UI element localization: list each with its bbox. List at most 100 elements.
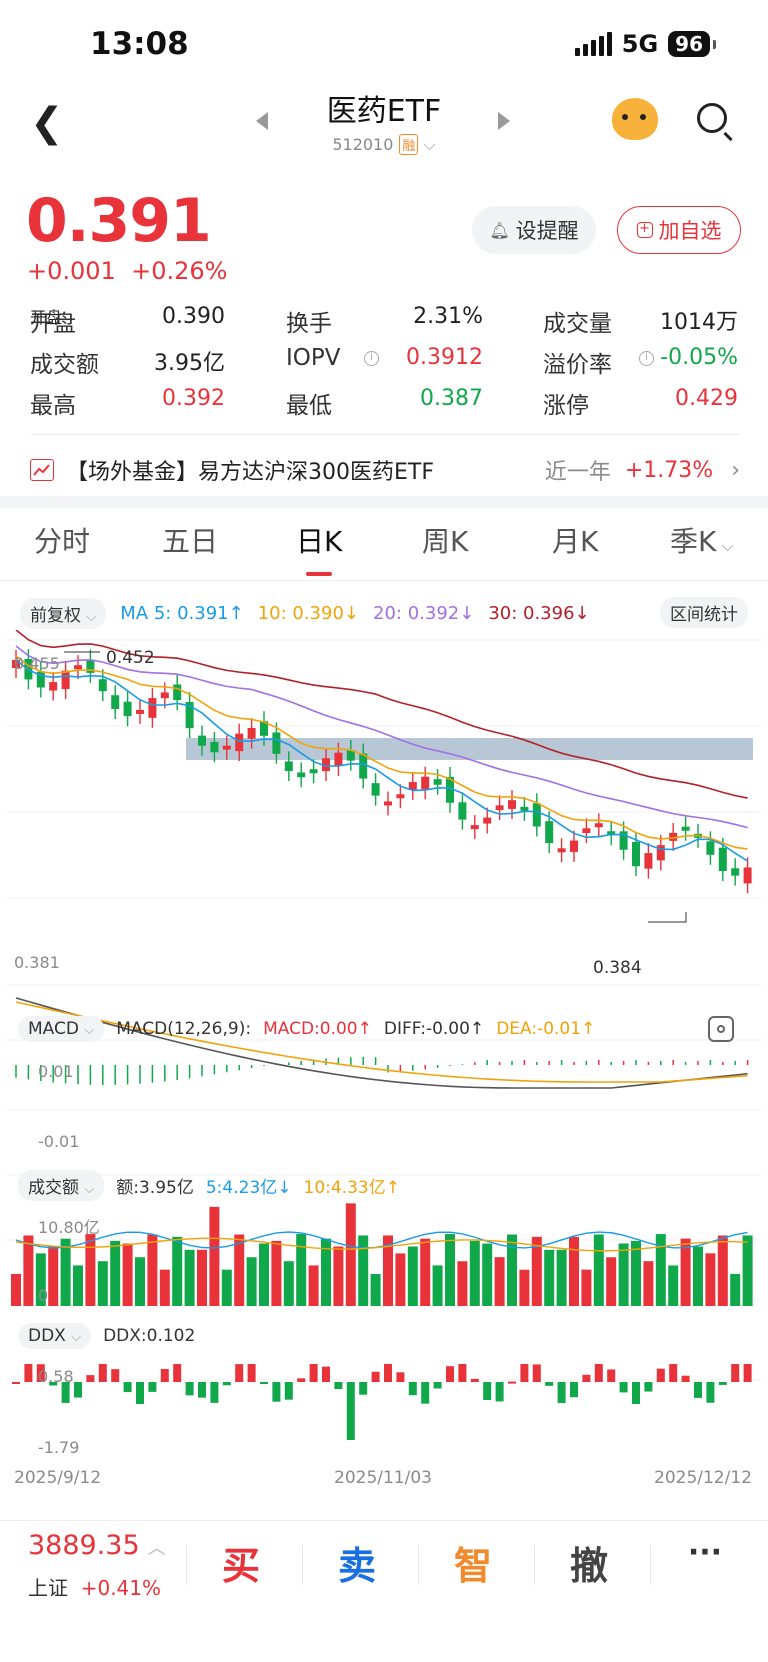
more-icon[interactable]: ··· [687,1535,723,1570]
candle [632,841,640,867]
candle [235,733,244,752]
dea-value: DEA:-0.01↑ [496,1019,596,1039]
candle [36,671,45,688]
ddx-bar [644,1382,653,1392]
sell-button[interactable]: 卖 [337,1544,376,1588]
ma30-line [15,630,748,799]
volume-bar [85,1234,96,1306]
ddx-bar [247,1364,256,1382]
volume-bar [705,1253,716,1306]
volume-bar [358,1235,369,1306]
volume-bar [445,1234,455,1306]
stat-value: 3.95亿 [154,351,225,376]
candle [111,695,120,710]
buy-button[interactable]: 买 [221,1544,260,1588]
fund-period: 近一年 [544,460,611,485]
stat-label: 涨停 [543,393,589,419]
margin-badge: 融 [399,134,419,155]
section-gap [0,496,768,508]
divider [0,580,768,581]
otc-fund-row[interactable]: 【场外基金】易方达沪深300医药ETF 近一年 +1.73% › [30,450,740,490]
ddx-selector[interactable]: DDX ⌵ [18,1323,92,1349]
tab-quarterly-k[interactable]: 季K ⌵ [670,525,734,558]
stock-code-row[interactable]: 512010 融 ⌵ [0,134,768,155]
prev-stock-icon[interactable] [256,112,268,130]
info-icon[interactable]: i [364,351,379,366]
candle [12,660,20,668]
ddx-bar [632,1382,640,1404]
settings-icon[interactable] [708,1016,734,1042]
info-icon[interactable]: i [639,351,654,366]
ma10-line [15,655,748,850]
candle [98,679,107,692]
dea-line [15,1001,748,1083]
volume-bar [234,1234,245,1306]
volume-bar [655,1234,666,1306]
next-stock-icon[interactable] [498,112,510,130]
candle [173,684,182,701]
range-stats-button[interactable]: 区间统计 [660,597,748,628]
volume-bar [494,1257,505,1306]
back-icon[interactable]: ❮ [30,100,64,146]
ddx-bar [384,1364,392,1382]
volume-bar [544,1249,555,1306]
candle [74,665,82,670]
stat-value: 0.429 [675,386,738,411]
volume-bottom-label: 0 [38,1286,49,1305]
volume-bar [11,1274,21,1306]
tab-monthly-k[interactable]: 月K [552,525,599,558]
ddx-bar [619,1382,628,1393]
diff-line [15,997,748,1089]
volume-selector[interactable]: 成交额 ⌵ [18,1170,105,1201]
candle [656,845,665,861]
candle [681,826,690,831]
candle [594,823,603,828]
candle [136,709,144,714]
volume-bar [383,1235,393,1306]
macd-selector[interactable]: MACD ⌵ [18,1016,105,1042]
ddx-bar [346,1382,355,1440]
kline-chart-area[interactable] [0,630,768,1485]
ma-legend: 前复权 ⌵ MA 5: 0.391↑ 10: 0.390↓ 20: 0.392↓… [20,598,590,629]
tab-five-day[interactable]: 五日 [162,525,219,558]
ddx-bar [532,1364,541,1382]
volume-bar [23,1235,34,1306]
candle [272,732,281,754]
current-price: 0.391 [26,186,212,256]
tab-weekly-k[interactable]: 周K [422,525,469,558]
ddx-bar [582,1374,591,1382]
ddx-bar [359,1382,368,1395]
ddx-bottom-label: -1.79 [38,1438,80,1457]
smart-button[interactable]: 智 [453,1544,492,1588]
volume-bar [606,1257,617,1306]
tab-intraday[interactable]: 分时 [34,525,91,558]
add-watchlist-button[interactable]: + 加自选 [617,206,741,254]
search-icon[interactable] [697,103,727,133]
stat-value: -0.05% [660,345,738,370]
ddx-bar [49,1382,58,1386]
ma20-line [15,645,748,829]
ddx-bar [86,1375,95,1382]
ddx-bar [136,1382,144,1404]
index-value[interactable]: 3889.35 ︿ [28,1530,166,1561]
ma30-value: 30: 0.396↓ [488,603,590,624]
cancel-order-button[interactable]: 撤 [569,1544,608,1588]
candle [247,728,256,739]
ddx-bar [508,1381,516,1384]
ddx-bar [322,1366,330,1382]
adjust-selector[interactable]: 前复权 ⌵ [20,598,107,629]
volume-bar [420,1238,431,1306]
fund-pct: +1.73% [624,457,714,483]
tab-daily-k[interactable]: 日K [296,525,343,558]
set-alert-button[interactable]: 🔔︎ 设提醒 [472,206,596,254]
status-time: 13:08 [90,26,189,62]
index-info: 上证 +0.41% [28,1576,162,1600]
ddx-bar [594,1364,603,1382]
ddx-bar [681,1375,690,1382]
trend-chart-icon [30,459,54,481]
volume-bar [569,1236,579,1306]
stat-value: 0.392 [162,386,225,411]
candle [532,803,541,827]
mascot-icon[interactable] [612,98,658,140]
candle [185,701,194,729]
